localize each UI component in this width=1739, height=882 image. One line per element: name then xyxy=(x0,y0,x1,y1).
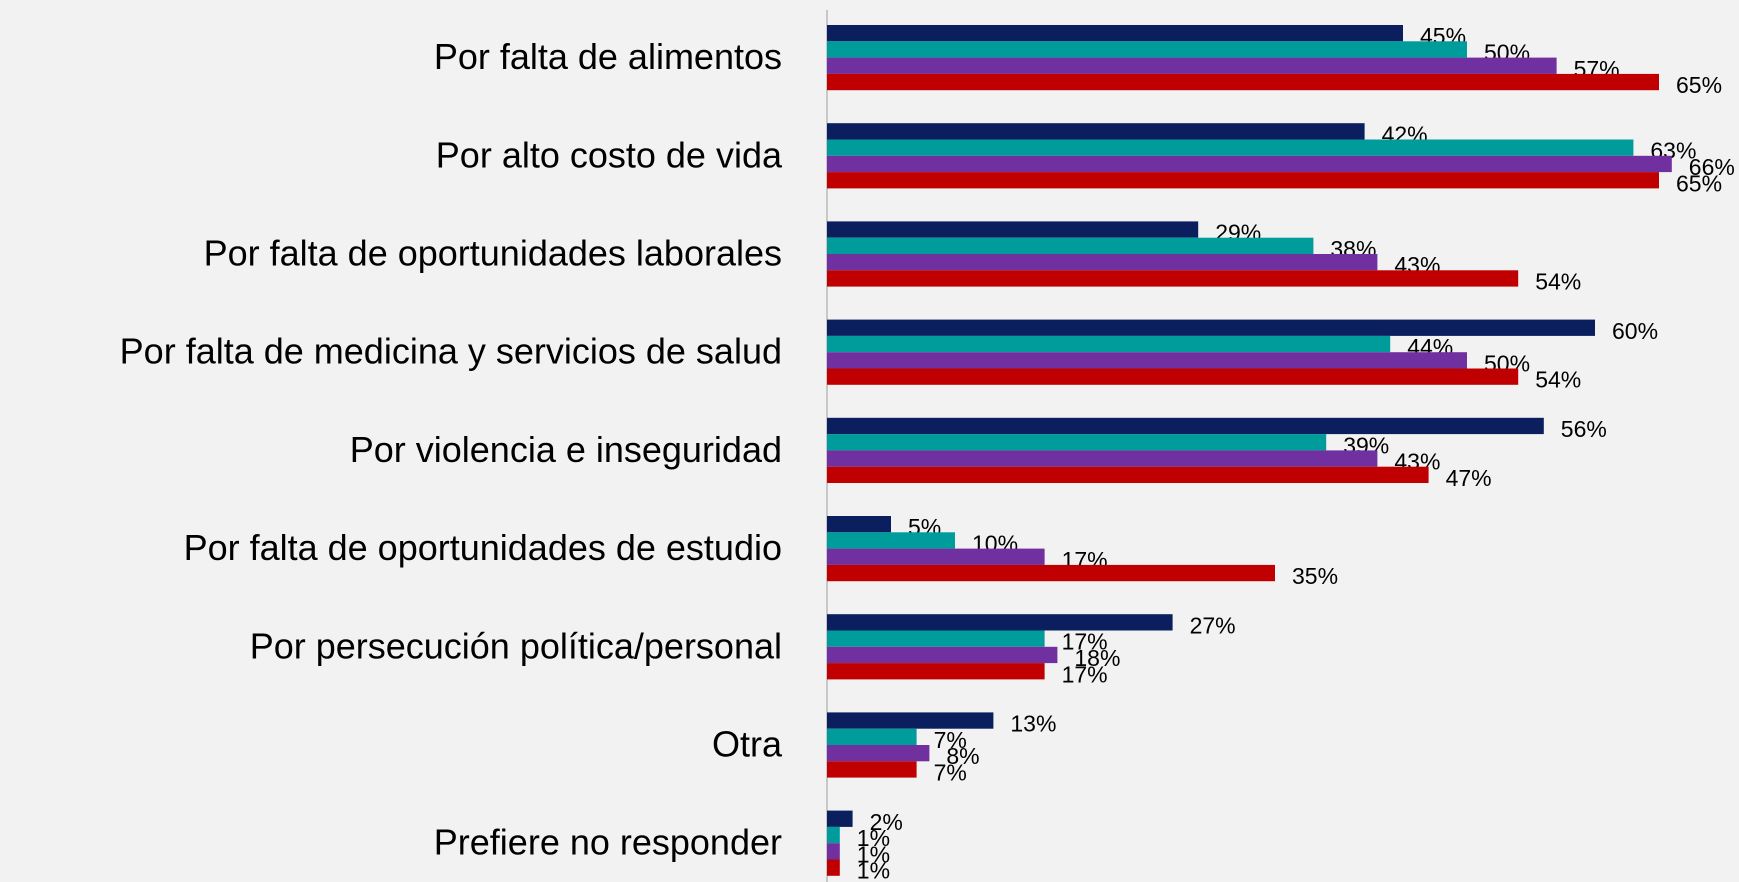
value-label: 47% xyxy=(1446,465,1492,491)
value-label: 1% xyxy=(857,825,890,851)
bar xyxy=(827,532,955,549)
value-label: 65% xyxy=(1676,72,1722,98)
bar xyxy=(827,434,1327,451)
value-label: 18% xyxy=(1074,645,1120,671)
bar xyxy=(827,123,1365,140)
value-label: 66% xyxy=(1689,154,1735,180)
category-label: Otra xyxy=(712,724,783,765)
bar xyxy=(827,712,994,729)
bar xyxy=(827,810,853,827)
value-label: 54% xyxy=(1535,269,1581,295)
bar xyxy=(827,368,1519,385)
value-label: 27% xyxy=(1190,612,1236,638)
category-label: Por falta de alimentos xyxy=(434,36,782,77)
value-label: 8% xyxy=(946,743,979,769)
bar xyxy=(827,25,1403,42)
bar xyxy=(827,254,1378,271)
bar xyxy=(827,155,1672,173)
bar xyxy=(827,843,840,860)
bar xyxy=(827,859,840,876)
bar xyxy=(827,221,1199,238)
category-label: Por falta de oportunidades laborales xyxy=(204,233,782,274)
bar xyxy=(827,663,1045,680)
bar xyxy=(827,630,1045,647)
value-label: 65% xyxy=(1676,170,1722,196)
bar xyxy=(827,237,1314,254)
value-label: 1% xyxy=(857,858,890,882)
bar xyxy=(827,826,840,844)
value-label: 54% xyxy=(1535,367,1581,393)
value-label: 7% xyxy=(934,760,967,786)
bar xyxy=(827,516,891,533)
bar xyxy=(827,745,930,762)
bar xyxy=(827,139,1634,156)
bar xyxy=(827,41,1467,58)
value-label: 17% xyxy=(1062,661,1108,687)
category-label: Por persecución política/personal xyxy=(250,625,782,666)
value-label: 1% xyxy=(857,841,890,867)
category-label: Por violencia e inseguridad xyxy=(350,429,782,470)
value-label: 60% xyxy=(1612,318,1658,344)
category-label: Por alto costo de vida xyxy=(436,134,783,175)
bar xyxy=(827,73,1659,91)
category-label: Por falta de medicina y servicios de sal… xyxy=(120,331,782,372)
value-label: 35% xyxy=(1292,563,1338,589)
bar xyxy=(827,450,1378,467)
bar xyxy=(827,466,1429,483)
value-label: 56% xyxy=(1561,416,1607,442)
bar xyxy=(827,614,1173,631)
value-label: 2% xyxy=(870,809,903,835)
bar xyxy=(827,728,917,745)
value-label: 13% xyxy=(1010,711,1056,737)
value-label: 7% xyxy=(934,727,967,753)
bar xyxy=(827,172,1659,189)
bar xyxy=(827,646,1058,664)
bar xyxy=(827,761,917,778)
bar xyxy=(827,548,1045,565)
bar xyxy=(827,335,1391,353)
bar xyxy=(827,319,1595,336)
value-label: 17% xyxy=(1062,629,1108,655)
bar xyxy=(827,352,1467,369)
bar xyxy=(827,270,1519,287)
bar xyxy=(827,417,1544,435)
category-label: Prefiere no responder xyxy=(434,822,782,863)
category-label: Por falta de oportunidades de estudio xyxy=(184,527,782,568)
bar xyxy=(827,57,1557,74)
bar xyxy=(827,564,1275,582)
